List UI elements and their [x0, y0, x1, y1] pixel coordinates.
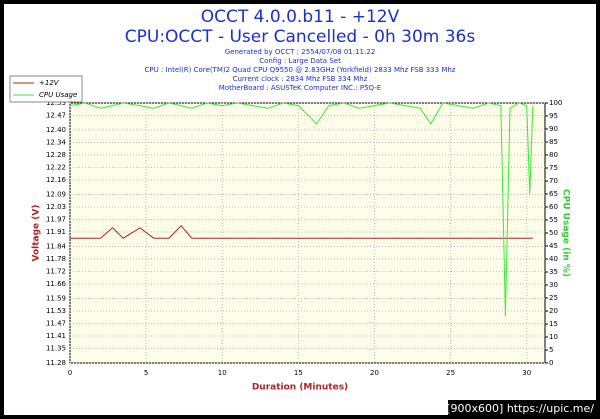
y2-tick-label: 80 [549, 151, 558, 159]
y-tick-label: 12.47 [46, 111, 66, 119]
y2-tick-label: 0 [549, 359, 553, 367]
watermark-bg [448, 400, 598, 417]
info-line: CPU : Intel(R) Core(TM)2 Quad CPU Q9550 … [145, 66, 456, 74]
y2-tick-label: 15 [549, 320, 558, 328]
y-tick-label: 11.41 [46, 332, 66, 340]
info-line: Generated by OCCT : 2554/07/08 01:11:22 [225, 48, 376, 56]
y2-tick-label: 65 [549, 190, 558, 198]
chart-subtitle: CPU:OCCT - User Cancelled - 0h 30m 36s [125, 27, 476, 47]
y-tick-label: 11.66 [46, 280, 67, 288]
y2-tick-label: 55 [549, 216, 558, 224]
y2-tick-label: 25 [549, 294, 558, 302]
y2-axis-label: CPU Usage (in %) [561, 189, 571, 277]
y-tick-label: 12.03 [46, 203, 66, 211]
y2-tick-label: 20 [549, 307, 558, 315]
y2-tick-label: 70 [549, 177, 558, 185]
y-tick-label: 11.91 [46, 228, 66, 236]
y-tick-label: 12.34 [46, 139, 67, 147]
legend-box [9, 75, 83, 103]
legend-label: CPU Usage [39, 91, 77, 99]
y-tick-label: 11.97 [46, 215, 66, 223]
y2-tick-label: 45 [549, 242, 558, 250]
x-tick-label: 20 [370, 369, 379, 377]
y2-tick-label: 30 [549, 281, 558, 289]
chart-title: OCCT 4.0.0.b11 - +12V [201, 7, 400, 27]
y-tick-label: 11.78 [46, 255, 66, 263]
y-tick-label: 11.59 [46, 295, 66, 303]
y-tick-label: 11.84 [46, 243, 67, 251]
y-tick-label: 11.72 [46, 267, 66, 275]
y-tick-label: 12.22 [46, 163, 66, 171]
series-line [69, 102, 534, 317]
y2-tick-label: 50 [549, 229, 558, 237]
y2-tick-label: 60 [549, 203, 558, 211]
y-axis-label: Voltage (V) [32, 205, 42, 262]
info-line: Current clock : 2834 Mhz FSB 334 Mhz [233, 75, 368, 83]
x-tick-label: 0 [68, 369, 72, 377]
plot-area [69, 102, 546, 364]
watermark: [900x600] https://upic.me/ [446, 402, 594, 415]
series-line [70, 224, 533, 239]
y2-tick-label: 5 [549, 346, 553, 354]
y2-tick-label: 90 [549, 125, 558, 133]
x-tick-label: 15 [294, 369, 303, 377]
y-tick-label: 11.35 [46, 344, 66, 352]
x-tick-label: 5 [144, 369, 148, 377]
y-tick-label: 12.40 [46, 126, 66, 134]
y2-tick-label: 75 [549, 164, 558, 172]
y-tick-label: 11.53 [46, 307, 66, 315]
info-line: Config : Large Data Set [259, 57, 341, 65]
y-tick-label: 12.16 [46, 176, 67, 184]
y-tick-label: 11.47 [46, 319, 66, 327]
y-tick-label: 12.28 [46, 151, 66, 159]
y2-tick-label: 100 [549, 99, 562, 107]
y-tick-label: 12.53 [46, 99, 66, 107]
legend-label: +12V [39, 79, 60, 87]
y2-tick-label: 10 [549, 333, 558, 341]
y-tick-label: 12.09 [46, 191, 66, 199]
x-tick-label: 10 [218, 369, 227, 377]
y2-tick-label: 40 [549, 255, 558, 263]
info-line: MotherBoard : ASUSTeK Computer INC.: P5Q… [219, 84, 381, 92]
y2-tick-label: 85 [549, 138, 558, 146]
x-tick-label: 30 [522, 369, 531, 377]
y-tick-label: 11.28 [46, 359, 66, 367]
y2-tick-label: 35 [549, 268, 558, 276]
x-axis-label: Duration (Minutes) [252, 383, 348, 393]
y2-tick-label: 95 [549, 112, 558, 120]
x-tick-label: 25 [446, 369, 455, 377]
